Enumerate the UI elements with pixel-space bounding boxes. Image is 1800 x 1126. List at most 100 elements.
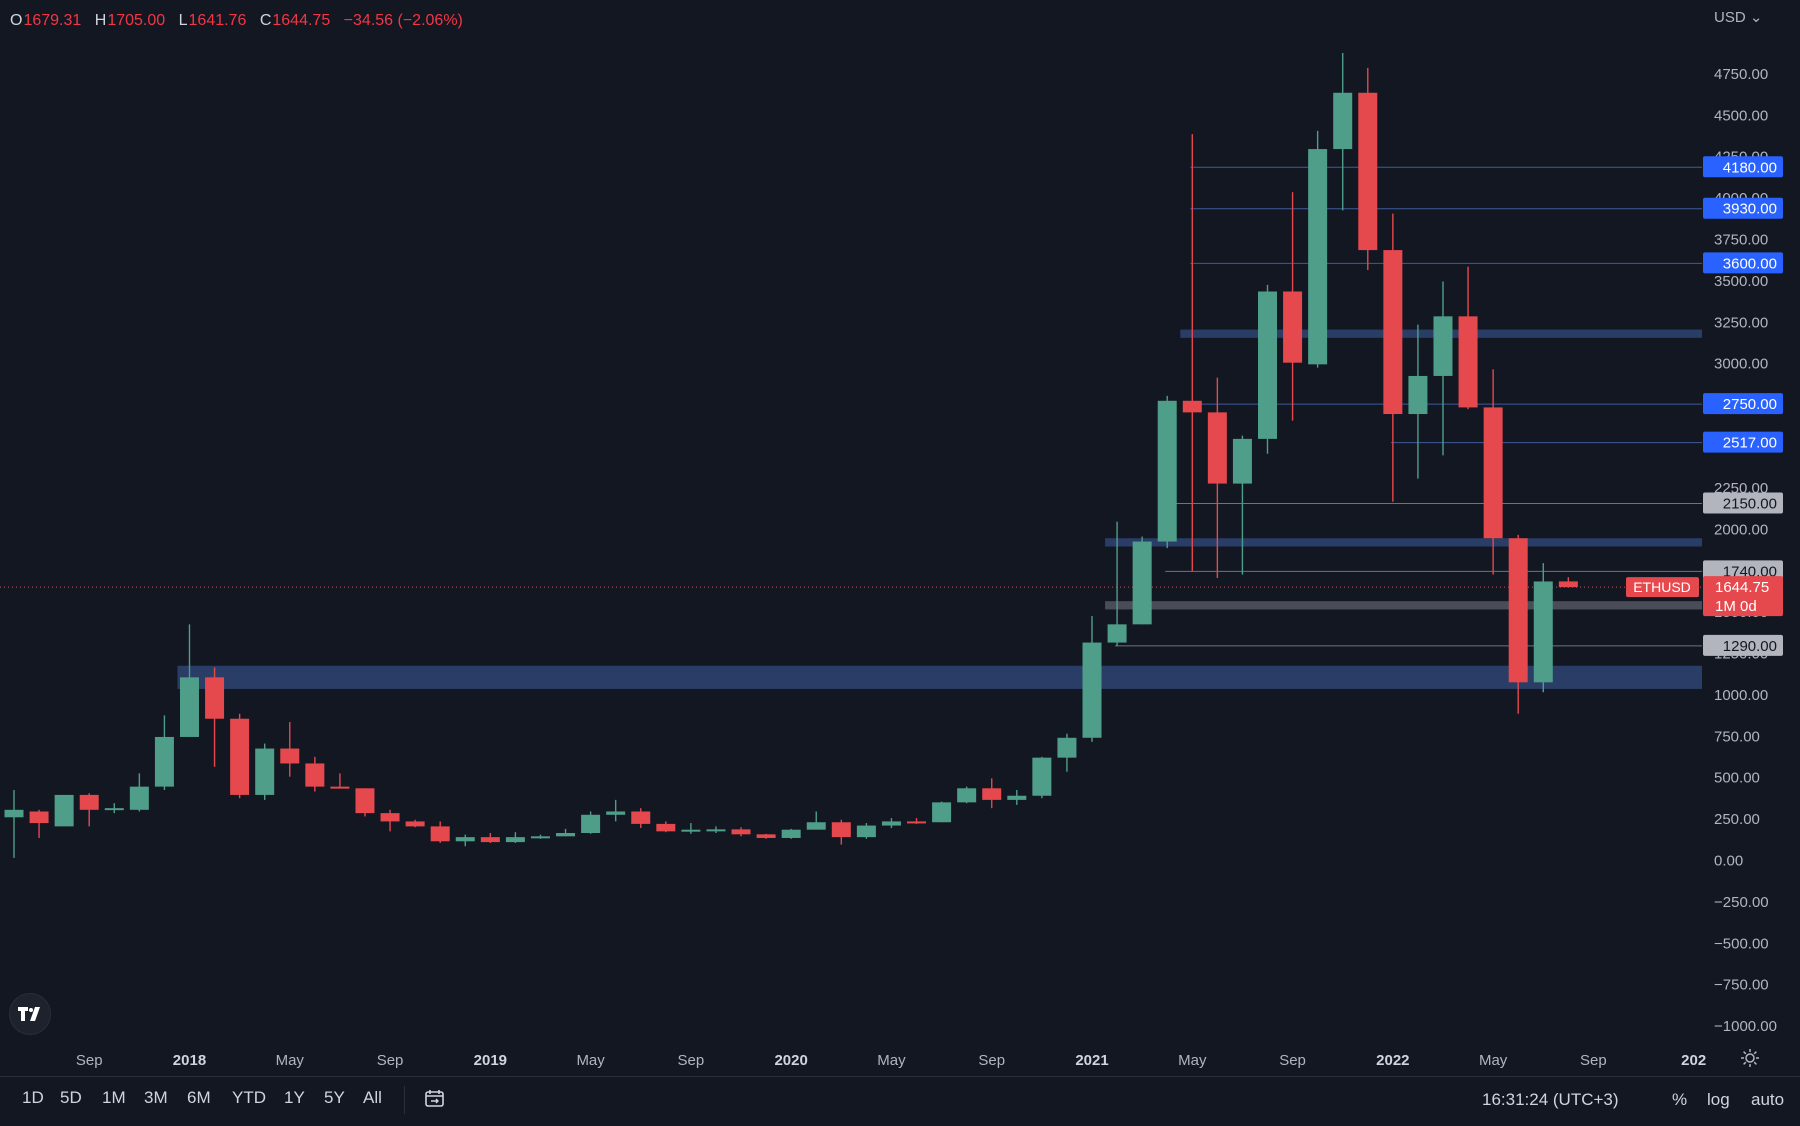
- candle-body: [1558, 581, 1578, 588]
- candle: [29, 809, 49, 838]
- candle-body: [1508, 538, 1528, 683]
- auto-toggle[interactable]: auto: [1751, 1090, 1785, 1109]
- candle: [280, 722, 300, 777]
- current-price-text: 1644.75: [1715, 579, 1769, 596]
- timeframe-ytd[interactable]: YTD: [232, 1088, 266, 1107]
- timeframe-6m[interactable]: 6M: [187, 1088, 211, 1107]
- timeframe-all[interactable]: All: [363, 1088, 382, 1107]
- candle-body: [1433, 316, 1453, 376]
- level-price-label: 1290.00: [1703, 634, 1783, 656]
- goto-date-icon[interactable]: [424, 1089, 446, 1109]
- candle-body: [1032, 757, 1052, 796]
- level-label-text: 1740.00: [1723, 563, 1777, 580]
- candle: [505, 832, 525, 843]
- x-tick-label: May: [276, 1052, 305, 1069]
- candle-body: [330, 786, 350, 789]
- level-price-label: 1740.00: [1703, 560, 1783, 582]
- timeframe-3m[interactable]: 3M: [144, 1088, 168, 1107]
- chevron-down-icon: ⌄: [1749, 9, 1763, 26]
- timeframe-5y[interactable]: 5Y: [324, 1088, 345, 1107]
- low-label: L: [178, 12, 188, 29]
- open-label: O: [10, 12, 23, 29]
- timeframe-5d[interactable]: 5D: [60, 1088, 82, 1107]
- candle: [79, 793, 99, 827]
- candle: [1333, 53, 1353, 211]
- price-chart[interactable]: 4750.004500.004250.004000.003750.003500.…: [0, 0, 1800, 1075]
- candle-body: [505, 837, 525, 843]
- candle-body: [129, 786, 149, 810]
- level-label-box: [1703, 560, 1783, 582]
- y-tick-label: 500.00: [1714, 770, 1760, 787]
- zone-band: [1105, 538, 1702, 547]
- candle: [731, 827, 751, 837]
- current-price-box: [1703, 576, 1783, 617]
- candle-body: [1057, 737, 1077, 758]
- candle: [54, 794, 74, 827]
- x-tick-label: Sep: [377, 1052, 404, 1069]
- log-toggle[interactable]: log: [1707, 1090, 1730, 1109]
- x-tick-label: 2019: [474, 1052, 507, 1069]
- candle-body: [706, 829, 726, 832]
- y-tick-label: 3500.00: [1714, 273, 1768, 290]
- y-tick-label: 3000.00: [1714, 356, 1768, 373]
- candle: [831, 819, 851, 845]
- level-label-box: [1703, 492, 1783, 514]
- candle-body: [355, 788, 375, 814]
- level-price-label: 3930.00: [1703, 197, 1783, 219]
- candle: [1007, 789, 1027, 805]
- candle: [1283, 192, 1303, 421]
- currency-selector[interactable]: USD ⌄: [1714, 8, 1762, 26]
- countdown-text: 1M 0d: [1715, 598, 1757, 615]
- tradingview-logo-icon[interactable]: [9, 993, 51, 1035]
- clock-readout[interactable]: 16:31:24 (UTC+3): [1482, 1090, 1619, 1109]
- candle-body: [205, 677, 225, 719]
- candle: [230, 713, 250, 799]
- candle: [480, 833, 500, 843]
- candle-body: [982, 788, 1002, 800]
- timeframe-1y[interactable]: 1Y: [284, 1088, 305, 1107]
- timeframe-1d[interactable]: 1D: [22, 1088, 44, 1107]
- candle: [1182, 134, 1202, 572]
- candle: [932, 801, 952, 823]
- candle-body: [280, 748, 300, 764]
- candle-body: [480, 837, 500, 843]
- x-tick-label: Sep: [76, 1052, 103, 1069]
- current-price-label: 1644.75 1M 0d: [1703, 576, 1783, 617]
- candle-body: [1207, 412, 1227, 484]
- low-value: 1641.76: [188, 12, 247, 29]
- candle: [1232, 435, 1252, 575]
- y-tick-label: −750.00: [1714, 977, 1769, 994]
- x-tick-label: 2020: [774, 1052, 807, 1069]
- candle: [1433, 281, 1453, 456]
- level-price-label: 3600.00: [1703, 252, 1783, 274]
- candle: [405, 819, 425, 828]
- candle: [455, 834, 475, 847]
- candle: [1458, 266, 1478, 410]
- candle: [556, 828, 576, 837]
- candle: [154, 715, 174, 790]
- candle: [1207, 377, 1227, 578]
- candle-body: [1232, 438, 1252, 484]
- candle: [1132, 536, 1152, 625]
- level-label-box: [1703, 197, 1783, 219]
- y-tick-label: 4750.00: [1714, 66, 1768, 83]
- timeframe-1m[interactable]: 1M: [102, 1088, 126, 1107]
- candle-body: [556, 833, 576, 837]
- change-value: −34.56 (−2.06%): [343, 12, 463, 29]
- percent-toggle[interactable]: %: [1672, 1090, 1688, 1109]
- candle: [1057, 733, 1077, 772]
- x-tick-label: 202: [1681, 1052, 1706, 1069]
- open-value: 1679.31: [23, 12, 82, 29]
- candle-body: [1082, 642, 1102, 738]
- close-value: 1644.75: [272, 12, 331, 29]
- candle-body: [1383, 250, 1403, 415]
- candle-body: [79, 794, 99, 810]
- candle-body: [932, 802, 952, 823]
- candle: [856, 823, 876, 839]
- y-tick-label: −1000.00: [1714, 1018, 1777, 1035]
- candle: [1107, 521, 1127, 646]
- high-value: 1705.00: [107, 12, 166, 29]
- x-tick-label: Sep: [1580, 1052, 1607, 1069]
- gear-icon[interactable]: [1740, 1048, 1760, 1068]
- y-tick-label: 1000.00: [1714, 687, 1768, 704]
